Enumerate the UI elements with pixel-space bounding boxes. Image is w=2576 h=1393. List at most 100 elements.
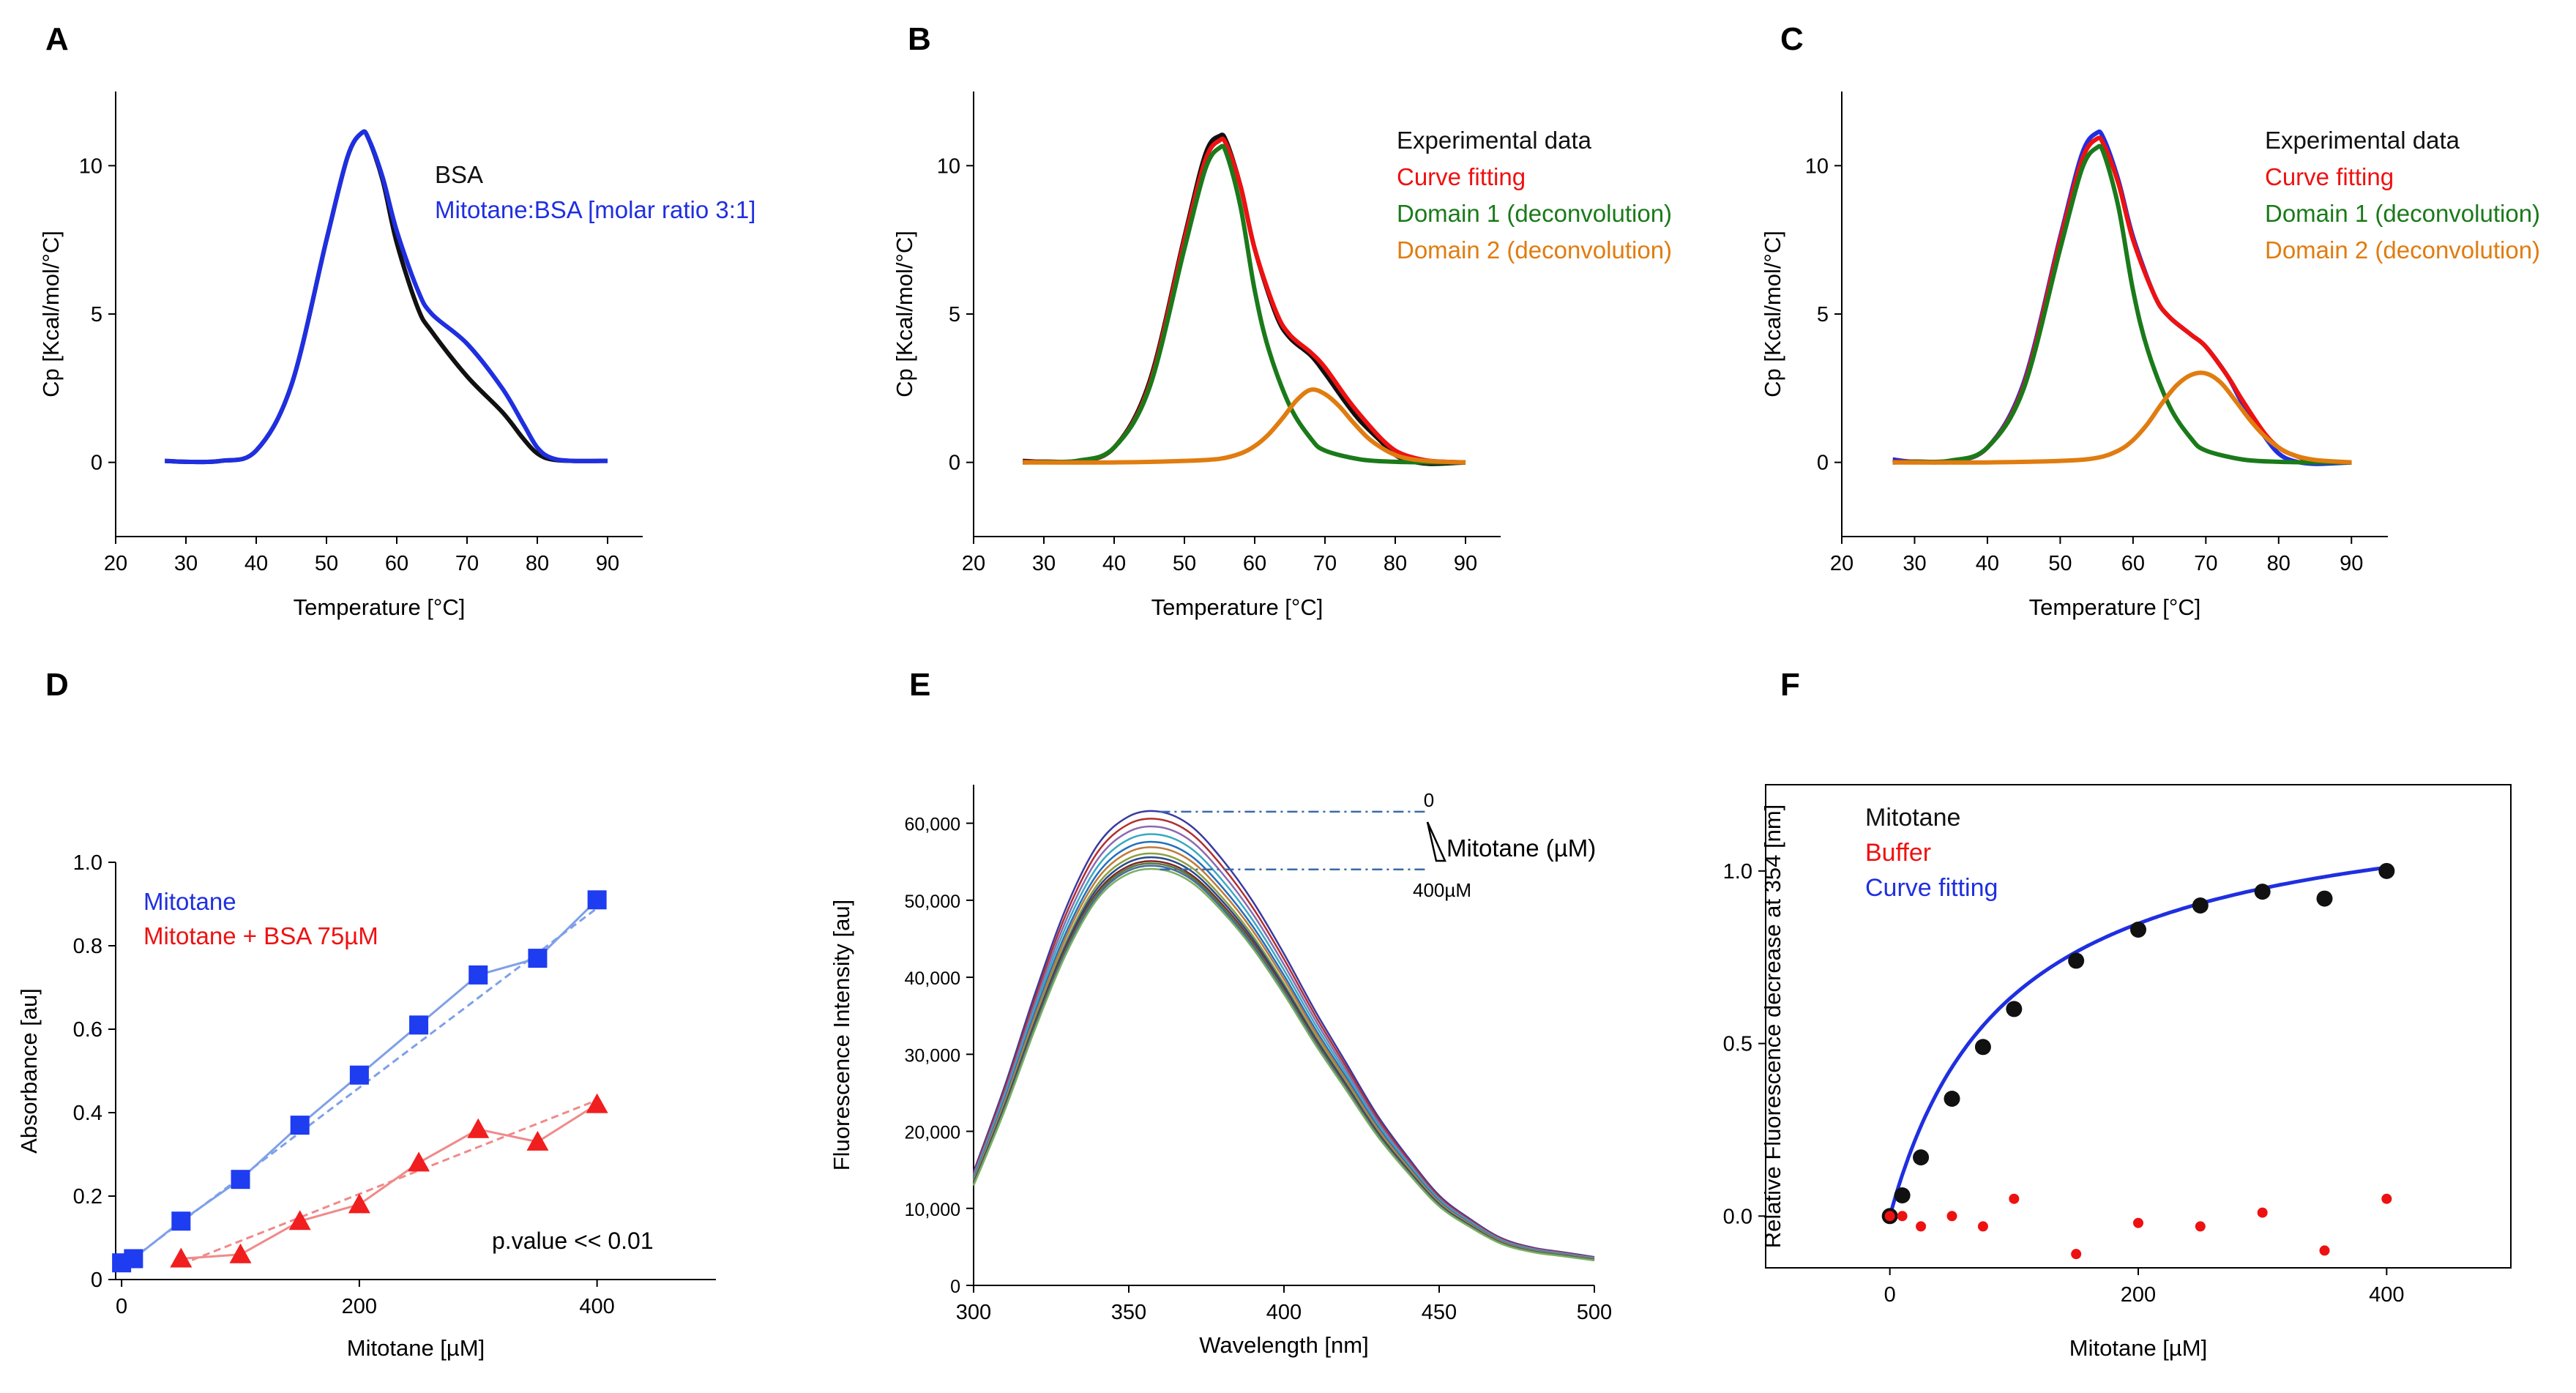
legend-entry: Mitotane bbox=[143, 888, 236, 915]
panel-letter-f: F bbox=[1780, 667, 1800, 703]
x-tick-label: 400 bbox=[1266, 1301, 1302, 1324]
mitotane-point bbox=[2130, 922, 2146, 938]
x-tick-label: 200 bbox=[2121, 1283, 2156, 1307]
y-axis-label: Cp [Kcal/mol/°C] bbox=[1760, 231, 1785, 397]
x-axis-label: Mitotane [µM] bbox=[347, 1335, 485, 1361]
buffer-point bbox=[1884, 1211, 1895, 1222]
data-point bbox=[349, 1065, 369, 1085]
y-tick-label: 0 bbox=[91, 452, 102, 475]
y-tick-label: 10 bbox=[937, 154, 960, 178]
mitotane-point bbox=[1944, 1091, 1960, 1107]
x-tick-label: 30 bbox=[1903, 552, 1926, 575]
y-axis-label: Cp [Kcal/mol/°C] bbox=[38, 231, 64, 397]
buffer-point bbox=[1897, 1211, 1908, 1222]
y-tick-label: 10 bbox=[1805, 154, 1829, 178]
data-point bbox=[468, 965, 488, 985]
series-line bbox=[181, 1103, 598, 1260]
data-point bbox=[171, 1211, 191, 1231]
series-line-bsa bbox=[165, 129, 608, 465]
x-tick-label: 80 bbox=[2267, 552, 2291, 575]
x-tick-label: 60 bbox=[2121, 552, 2145, 575]
x-axis-label: Temperature [°C] bbox=[294, 594, 466, 620]
x-tick-label: 50 bbox=[2048, 552, 2072, 575]
y-tick-label: 5 bbox=[949, 303, 960, 326]
mitotane-point bbox=[1894, 1187, 1911, 1203]
legend-entry: Mitotane + BSA 75µM bbox=[143, 922, 378, 949]
panel-d: 0 200 400 0 0.2 0.4 0.6 0.8 1.0 Mitotane [µM] Abso… bbox=[16, 851, 716, 1361]
legend-entry: Domain 1 (deconvolution) bbox=[1397, 200, 1672, 227]
x-tick-label: 40 bbox=[1976, 552, 1999, 575]
legend-entry: Domain 1 (deconvolution) bbox=[2265, 200, 2540, 227]
legend-entry: Curve fitting bbox=[1865, 874, 1998, 902]
data-point bbox=[408, 1151, 430, 1172]
x-tick-label: 20 bbox=[1830, 552, 1853, 575]
x-axis-label: Temperature [°C] bbox=[1151, 594, 1324, 620]
x-tick-label: 30 bbox=[174, 552, 198, 575]
legend-entry: Mitotane bbox=[1865, 804, 1960, 832]
x-tick-label: 40 bbox=[1102, 552, 1126, 575]
panel-letter-c: C bbox=[1780, 21, 1804, 57]
buffer-point bbox=[2133, 1217, 2143, 1228]
x-tick-label: 90 bbox=[1454, 552, 1477, 575]
x-tick-label: 0 bbox=[1884, 1283, 1896, 1307]
mitotane-point bbox=[2378, 862, 2395, 879]
panel-a: 20 30 40 50 60 70 80 90 0 5 10 Temperature [°C] Cp [… bbox=[38, 92, 755, 620]
legend-entry: BSA bbox=[435, 161, 483, 188]
buffer-point bbox=[2195, 1221, 2206, 1232]
x-tick-label: 30 bbox=[1032, 552, 1056, 575]
buffer-point bbox=[2071, 1249, 2082, 1260]
spectrum-line bbox=[972, 825, 1595, 1259]
legend-entry: Buffer bbox=[1865, 839, 1931, 867]
y-tick-label: 0.8 bbox=[73, 935, 102, 958]
x-tick-label: 70 bbox=[455, 552, 479, 575]
panel-letter-e: E bbox=[909, 667, 930, 703]
buffer-point bbox=[1977, 1221, 1988, 1232]
spectrum-line bbox=[972, 810, 1595, 1258]
p-value-annotation: p.value << 0.01 bbox=[492, 1228, 654, 1254]
legend-entry: Domain 2 (deconvolution) bbox=[1397, 236, 1672, 264]
buffer-point bbox=[2009, 1193, 2020, 1204]
x-tick-label: 60 bbox=[385, 552, 408, 575]
buffer-point bbox=[2319, 1245, 2330, 1256]
x-tick-label: 0 bbox=[116, 1295, 127, 1318]
x-tick-label: 70 bbox=[1313, 552, 1337, 575]
mitotane-point bbox=[1974, 1039, 1991, 1056]
y-tick-label: 10 bbox=[79, 154, 102, 178]
data-point bbox=[528, 949, 548, 968]
panel-c: 20 30 40 50 60 70 80 90 0 5 10 Temperature [°C] Cp [… bbox=[1760, 92, 2540, 620]
wedge-icon bbox=[1426, 821, 1446, 862]
y-tick-label: 0 bbox=[91, 1269, 102, 1292]
x-tick-label: 70 bbox=[2194, 552, 2217, 575]
x-tick-label: 80 bbox=[1384, 552, 1407, 575]
x-tick-label: 50 bbox=[315, 552, 338, 575]
series-line-mitotane-bsa-molar-ratio-3-1- bbox=[165, 129, 608, 465]
legend-entry: Mitotane:BSA [molar ratio 3:1] bbox=[435, 196, 755, 223]
panel-b: 20 30 40 50 60 70 80 90 0 5 10 Temperature [°C] Cp [… bbox=[892, 92, 1672, 620]
x-tick-label: 350 bbox=[1111, 1301, 1146, 1324]
x-tick-label: 90 bbox=[596, 552, 619, 575]
x-tick-label: 90 bbox=[2340, 552, 2363, 575]
y-tick-label: 40,000 bbox=[905, 968, 960, 989]
panel-e: 300 350 400 450 500 0 10,000 20,000 30,000 40,000… bbox=[829, 785, 1612, 1358]
x-tick-label: 500 bbox=[1577, 1301, 1612, 1324]
data-point bbox=[409, 1015, 429, 1035]
buffer-point bbox=[1916, 1221, 1927, 1232]
data-point bbox=[290, 1116, 310, 1135]
y-axis-label: Cp [Kcal/mol/°C] bbox=[892, 231, 917, 397]
mitotane-point bbox=[2254, 884, 2271, 900]
x-tick-label: 20 bbox=[962, 552, 985, 575]
mitotane-point bbox=[2192, 897, 2209, 914]
panel-letter-d: D bbox=[45, 667, 69, 703]
annotation-bottom: 400µM bbox=[1413, 879, 1471, 901]
x-tick-label: 60 bbox=[1243, 552, 1266, 575]
legend-entry: Curve fitting bbox=[1397, 163, 1526, 190]
buffer-point bbox=[2257, 1207, 2268, 1218]
y-tick-label: 30,000 bbox=[905, 1045, 960, 1066]
y-tick-label: 0.0 bbox=[1723, 1205, 1752, 1228]
x-tick-label: 400 bbox=[579, 1295, 614, 1318]
y-tick-label: 0.6 bbox=[73, 1018, 102, 1042]
spectrum-line bbox=[972, 846, 1595, 1261]
panel-letter-a: A bbox=[45, 21, 69, 57]
legend-entry: Curve fitting bbox=[2265, 163, 2394, 190]
